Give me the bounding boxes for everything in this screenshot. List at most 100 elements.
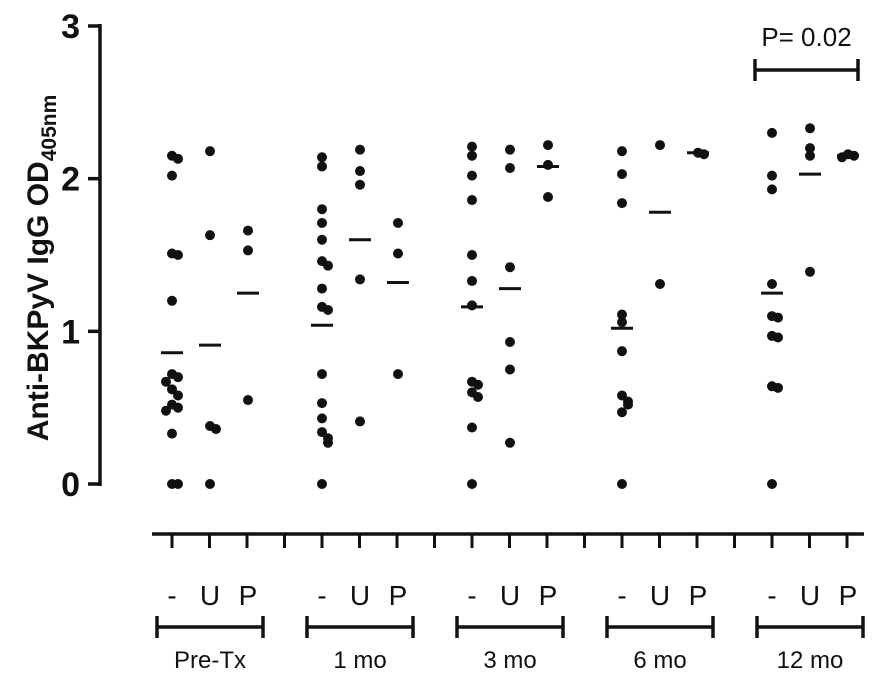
group-bracket — [305, 616, 415, 638]
data-point — [317, 398, 327, 409]
data-point — [173, 372, 183, 383]
data-point — [393, 217, 403, 228]
condition-label: U — [500, 580, 520, 611]
data-point — [317, 234, 327, 245]
data-point — [773, 332, 783, 343]
data-point — [205, 146, 215, 157]
y-axis-title: Anti-BKPyV IgG OD405nm — [22, 95, 61, 442]
data-point — [505, 337, 515, 348]
data-point — [355, 144, 365, 155]
y-axis-title-subscript: 405nm — [38, 95, 61, 162]
group-label: 3 mo — [483, 647, 536, 673]
data-point — [161, 405, 171, 416]
data-point — [617, 146, 627, 157]
y-tick-label: 3 — [61, 8, 80, 46]
data-point — [205, 479, 215, 489]
significance-bracket — [753, 59, 860, 81]
data-point — [505, 262, 515, 273]
data-point — [543, 191, 553, 202]
data-point — [805, 150, 815, 161]
data-point — [205, 230, 215, 241]
group-label: 1 mo — [333, 647, 386, 673]
data-point — [317, 369, 327, 380]
data-point — [243, 395, 253, 406]
data-point — [317, 283, 327, 294]
data-point — [467, 150, 477, 161]
group-label: 6 mo — [633, 647, 686, 673]
condition-label: U — [200, 580, 220, 611]
data-point — [617, 309, 627, 320]
data-point — [617, 390, 627, 401]
y-axis: 0 1 2 3 — [61, 8, 102, 504]
data-point — [173, 250, 183, 260]
data-point — [617, 317, 627, 328]
data-point — [167, 384, 177, 395]
data-point — [505, 437, 515, 448]
data-point — [323, 304, 333, 315]
data-point — [317, 217, 327, 228]
data-point — [767, 170, 777, 181]
data-point — [805, 143, 815, 154]
data-point — [173, 153, 183, 164]
y-axis-label: Anti-BKPyV IgG OD405nm — [22, 95, 61, 442]
y-tick-label: 0 — [61, 466, 80, 504]
data-point — [505, 162, 515, 173]
condition-label: P — [539, 580, 558, 611]
condition-label: P — [239, 580, 258, 611]
data-point — [767, 479, 777, 489]
data-point — [699, 149, 709, 160]
condition-label: U — [650, 580, 670, 611]
data-point — [355, 179, 365, 190]
condition-label: - — [317, 580, 326, 611]
group-label: Pre-Tx — [174, 647, 246, 673]
data-point — [355, 416, 365, 427]
data-point — [543, 140, 553, 151]
data-point — [167, 428, 177, 439]
data-point — [317, 152, 327, 163]
data-point — [767, 279, 777, 290]
p-value-label: P= 0.02 — [761, 22, 851, 52]
data-point — [805, 123, 815, 134]
data-point — [473, 379, 483, 390]
group-bracket — [755, 616, 865, 638]
condition-label: - — [767, 580, 776, 611]
data-point — [167, 295, 177, 306]
condition-label: P — [389, 580, 408, 611]
condition-label: - — [467, 580, 476, 611]
data-point — [323, 260, 333, 271]
data-point — [173, 402, 183, 413]
data-point — [617, 169, 627, 180]
group-bracket — [455, 616, 565, 638]
data-point — [617, 479, 627, 489]
data-point — [243, 225, 253, 236]
y-tick-label: 1 — [61, 313, 80, 351]
data-point — [167, 170, 177, 181]
data-point — [393, 369, 403, 380]
data-point — [467, 170, 477, 181]
data-point — [211, 424, 221, 435]
data-point — [355, 274, 365, 285]
data-point — [317, 204, 327, 215]
data-point — [543, 159, 553, 170]
condition-label: U — [800, 580, 820, 611]
data-point — [617, 407, 627, 418]
data-point — [805, 266, 815, 277]
condition-label: - — [617, 580, 626, 611]
data-point — [617, 346, 627, 357]
data-point — [505, 364, 515, 375]
data-point — [505, 144, 515, 155]
data-point — [837, 152, 847, 163]
y-tick-label: 2 — [61, 161, 80, 199]
data-point — [467, 300, 477, 311]
data-point — [393, 248, 403, 259]
group-bracket — [605, 616, 715, 638]
data-point — [467, 250, 477, 260]
data-point — [467, 195, 477, 206]
data-point — [655, 140, 665, 151]
data-point — [355, 166, 365, 177]
data-point — [655, 279, 665, 290]
data-point — [773, 312, 783, 323]
condition-label: P — [839, 580, 858, 611]
